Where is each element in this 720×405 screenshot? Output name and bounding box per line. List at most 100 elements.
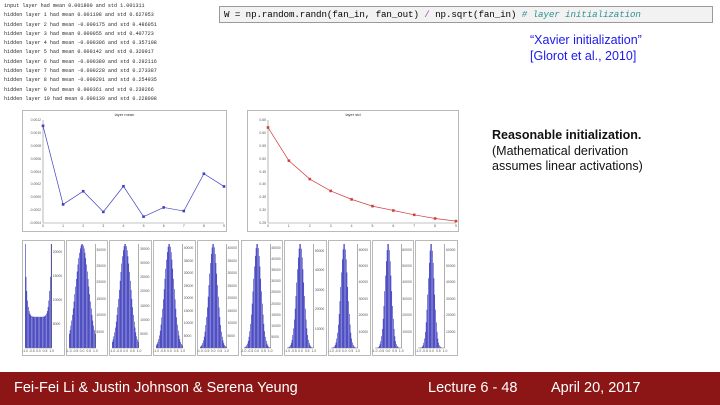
hist-y-tick-label: 20000 bbox=[140, 289, 150, 294]
hist-y-tick-label: 25000 bbox=[140, 275, 150, 280]
hist-y-tick-label: 50000 bbox=[314, 248, 325, 253]
hist-y-tick-label: 5000 bbox=[140, 331, 148, 336]
y-tick-label: 0.45 bbox=[259, 169, 266, 174]
hist-x-tick-label: 1.0 bbox=[93, 349, 98, 353]
hist-y-tick-label: 35000 bbox=[227, 258, 237, 263]
hist-y-tick-label: 10000 bbox=[183, 321, 194, 326]
hist-y-tick-label: 20000 bbox=[96, 280, 106, 285]
hist-y-tick-label: 15000 bbox=[271, 312, 281, 317]
hist-x-tick-label: -1.0 bbox=[65, 349, 72, 353]
hist-x-tick-label: -1.0 bbox=[240, 349, 247, 353]
hist-y-tick-label: 10000 bbox=[358, 329, 369, 334]
hist-x-tick-label: 0.5 bbox=[130, 349, 135, 353]
hist-y-tick-label: 15000 bbox=[140, 303, 150, 308]
hist-y-tick-label: 40000 bbox=[402, 280, 412, 285]
code-comment: # layer initialization bbox=[521, 9, 641, 20]
reasonable-line-2: (Mathematical derivation bbox=[492, 143, 629, 158]
histogram-panel-8: 60000 50000 40000 30000 20000 10000 -1.0 -0.5 0.… bbox=[327, 240, 371, 356]
hist-x-tick-label: 1.0 bbox=[355, 349, 360, 353]
hist-x-tick-label: 1.0 bbox=[267, 349, 273, 353]
xavier-initialization-note: “Xavier initialization” [Glorot et al., … bbox=[530, 33, 720, 64]
line-chart-layer-mean: layer mean 0.0012 0.0010 0.0008 0.0006 0.0004… bbox=[22, 110, 227, 232]
chart-title: layer mean bbox=[114, 112, 135, 117]
hist-x-tick-label: -0.5 bbox=[334, 349, 341, 353]
hist-x-tick-label: 1.0 bbox=[49, 349, 55, 353]
x-tick-label: 2 bbox=[308, 224, 311, 228]
hist-x-tick-label: -0.5 bbox=[422, 349, 428, 353]
hist-x-tick-label: 0.0 bbox=[123, 349, 129, 353]
hist-x-tick-label: 0.0 bbox=[341, 349, 347, 353]
hist-x-tick-label: -0.5 bbox=[159, 349, 166, 353]
reasonable-line-3: assumes linear activations) bbox=[492, 159, 643, 173]
hist-y-tick-label: 20000 bbox=[402, 313, 412, 318]
hist-x-tick-label: 0.0 bbox=[429, 349, 434, 353]
y-tick-label: 0.60 bbox=[259, 130, 266, 135]
code-part-1: W = np.random.randn(fan_in, fan_out) bbox=[224, 9, 425, 20]
y-tick-label: 0.0004 bbox=[30, 169, 41, 174]
x-tick-label: 3 bbox=[329, 224, 332, 228]
hist-x-tick-label: -0.5 bbox=[247, 349, 254, 353]
footer-lecture: Lecture 6 - 48 bbox=[428, 380, 518, 396]
hist-x-tick-label: 0.0 bbox=[167, 349, 172, 353]
log-line: hidden layer 3 had mean 0.000055 and std… bbox=[4, 30, 154, 37]
hist-y-tick-label: 40000 bbox=[183, 246, 194, 251]
hist-y-tick-label: 30000 bbox=[445, 296, 456, 301]
y-tick-label: 0.0008 bbox=[30, 143, 41, 148]
y-tick-label: 0.40 bbox=[259, 182, 266, 187]
hist-y-tick-label: 10000 bbox=[402, 329, 412, 334]
hist-y-tick-label: 20000 bbox=[227, 296, 237, 301]
log-line: hidden layer 10 had mean 0.000139 and st… bbox=[4, 95, 157, 102]
hist-x-tick-label: 0.0 bbox=[254, 349, 260, 353]
hist-y-tick-label: 35000 bbox=[140, 246, 150, 251]
hist-x-tick-label: -1.0 bbox=[196, 349, 203, 353]
y-tick-label: 0.0006 bbox=[30, 156, 41, 161]
hist-x-tick-label: 0.0 bbox=[298, 349, 303, 353]
histogram-panel-5: 40000 35000 30000 25000 20000 15000 10000 5000 -… bbox=[196, 240, 240, 356]
hist-y-tick-label: 30000 bbox=[271, 279, 281, 284]
hist-x-tick-label: 0.5 bbox=[392, 349, 397, 353]
hist-y-tick-label: 5000 bbox=[52, 322, 61, 327]
x-tick-label: 7 bbox=[413, 224, 416, 228]
footer-authors: Fei-Fei Li & Justin Johnson & Serena Yeu… bbox=[14, 380, 298, 396]
hist-y-tick-label: 5000 bbox=[183, 333, 192, 338]
hist-x-tick-label: -0.5 bbox=[378, 349, 385, 353]
y-tick-label: 0.65 bbox=[259, 118, 266, 122]
hist-y-tick-label: 40000 bbox=[314, 268, 325, 273]
histogram-panel-7: 50000 40000 30000 20000 10000 -1.0 -0.5 0.0 0.5 1… bbox=[284, 240, 327, 356]
hist-x-tick-label: 0.5 bbox=[173, 349, 179, 353]
hist-y-tick-label: 40000 bbox=[358, 280, 369, 285]
hist-y-tick-label: 60000 bbox=[445, 247, 456, 252]
log-line: hidden layer 8 had mean -0.000291 and st… bbox=[4, 77, 157, 84]
hist-y-tick-label: 10000 bbox=[52, 298, 63, 303]
hist-x-tick-label: -0.5 bbox=[116, 349, 122, 353]
hist-y-tick-label: 30000 bbox=[358, 296, 369, 301]
y-tick-label: -0.0004 bbox=[29, 221, 42, 225]
histogram-panel-3: 35000 30000 25000 20000 15000 10000 5000 -1.0 -0… bbox=[109, 240, 153, 356]
hist-x-tick-label: 0.0 bbox=[385, 349, 391, 353]
y-tick-label: 0.55 bbox=[259, 143, 266, 148]
hist-x-tick-label: -1.0 bbox=[327, 349, 334, 353]
hist-x-tick-label: 0.5 bbox=[42, 349, 48, 353]
code-snippet-box[interactable]: W = np.random.randn(fan_in, fan_out) / n… bbox=[219, 6, 713, 23]
log-line: hidden layer 5 had mean 0.000142 and std… bbox=[4, 49, 154, 56]
x-tick-label: 8 bbox=[434, 224, 437, 228]
x-tick-label: 1 bbox=[62, 224, 65, 228]
histogram-panel-4: 40000 35000 30000 25000 20000 15000 10000 5000 -… bbox=[153, 240, 196, 356]
hist-y-tick-label: 25000 bbox=[183, 283, 194, 288]
x-tick-label: 5 bbox=[371, 224, 374, 228]
hist-y-tick-label: 10000 bbox=[227, 321, 237, 326]
log-line: input layer had mean 0.001800 and std 1.… bbox=[4, 3, 145, 9]
footer-bar: Fei-Fei Li & Justin Johnson & Serena Yeu… bbox=[0, 372, 720, 405]
hist-x-tick-label: 0.5 bbox=[304, 349, 310, 353]
hist-x-tick-label: 1.0 bbox=[180, 349, 186, 353]
hist-y-tick-label: 35000 bbox=[271, 268, 281, 273]
hist-x-tick-label: -0.5 bbox=[203, 349, 210, 353]
hist-x-tick-label: 0.5 bbox=[261, 349, 266, 353]
x-tick-label: 2 bbox=[82, 224, 85, 228]
hist-y-tick-label: 10000 bbox=[96, 313, 106, 318]
x-tick-label: 6 bbox=[392, 224, 395, 228]
hist-y-tick-label: 30000 bbox=[227, 271, 237, 276]
y-tick-label: 0.0000 bbox=[30, 195, 41, 200]
hist-x-tick-label: -1.0 bbox=[109, 349, 116, 353]
histogram-panel-9: 60000 50000 40000 30000 20000 10000 -1.0 -0.5 0.… bbox=[371, 240, 415, 356]
